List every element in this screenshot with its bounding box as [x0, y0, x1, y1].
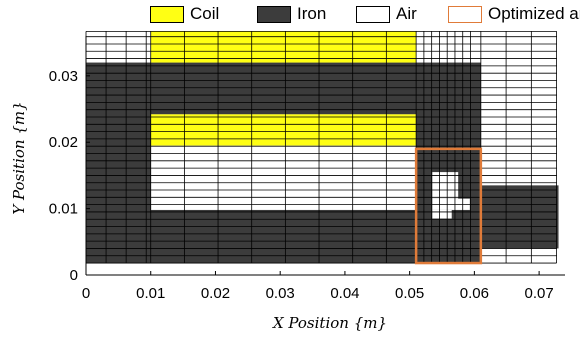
- x-tick-label: 0: [82, 285, 90, 302]
- legend-label-iron: Iron: [297, 4, 327, 23]
- y-tick-label: 0.03: [49, 68, 78, 85]
- region-air: [432, 172, 459, 199]
- y-tick-label: 0.01: [49, 201, 78, 218]
- iron-swatch-icon: [257, 5, 291, 23]
- y-axis-label: Y Position {m}: [10, 101, 28, 214]
- air-swatch-icon: [356, 5, 390, 23]
- x-tick-label: 0.04: [330, 285, 359, 302]
- region-iron: [150, 62, 417, 115]
- legend-label-optimized-area: Optimized area: [488, 4, 580, 23]
- optimized-area-swatch-icon: [448, 5, 482, 23]
- x-tick-label: 0.01: [136, 285, 165, 302]
- y-tick-label: 0.02: [49, 134, 78, 151]
- region-air: [432, 209, 452, 219]
- coil-swatch-icon: [150, 5, 184, 23]
- legend-item-iron: Iron: [257, 3, 326, 25]
- legend-item-coil: Coil: [150, 3, 219, 25]
- x-tick-label: 0.07: [525, 285, 554, 302]
- x-axis-label: X Position {m}: [272, 314, 387, 332]
- y-tick-label: 0: [70, 267, 78, 284]
- legend-item-air: Air: [356, 3, 417, 25]
- region-iron: [150, 209, 417, 264]
- legend: Coil Iron Air Optimized area: [0, 0, 580, 30]
- legend-label-coil: Coil: [190, 4, 220, 23]
- legend-item-optimized-area: Optimized area: [448, 3, 580, 25]
- x-tick-label: 0.02: [201, 285, 230, 302]
- region-iron: [416, 62, 481, 149]
- region-coil: [150, 31, 417, 63]
- x-tick-label: 0.03: [266, 285, 295, 302]
- legend-label-air: Air: [396, 4, 417, 23]
- optimized-area-group: [414, 147, 483, 265]
- region-iron: [480, 185, 559, 249]
- axes: 0 0.01 0.02 0.03 0.04 0.05 0.06 0.07 0 0.01 0.02 0.…: [49, 36, 565, 302]
- x-tick-label: 0.06: [460, 285, 489, 302]
- optimized-area-outline: [414, 147, 483, 265]
- region-iron: [86, 62, 151, 264]
- region-coil: [150, 114, 417, 146]
- x-tick-label: 0.05: [395, 285, 424, 302]
